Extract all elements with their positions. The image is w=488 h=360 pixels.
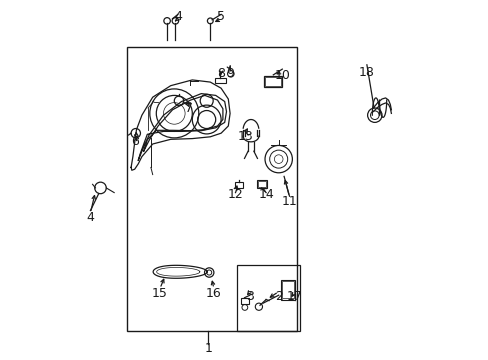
Text: 4: 4 bbox=[86, 211, 94, 224]
Bar bbox=[234, 182, 242, 188]
Text: 13: 13 bbox=[237, 130, 253, 143]
Text: 11: 11 bbox=[281, 195, 297, 208]
Text: 2: 2 bbox=[274, 291, 282, 303]
Bar bbox=[241, 298, 248, 304]
Text: 12: 12 bbox=[227, 188, 243, 201]
Text: 15: 15 bbox=[152, 287, 167, 300]
Text: 4: 4 bbox=[174, 10, 182, 23]
Text: 9: 9 bbox=[225, 67, 234, 80]
Bar bbox=[215, 78, 225, 83]
Text: 14: 14 bbox=[258, 188, 273, 201]
Text: 16: 16 bbox=[205, 287, 222, 300]
Bar bbox=[264, 76, 282, 87]
Text: 1: 1 bbox=[204, 342, 212, 355]
Bar bbox=[127, 47, 296, 331]
Bar bbox=[257, 181, 265, 187]
Text: 8: 8 bbox=[217, 67, 224, 80]
Text: 6: 6 bbox=[130, 135, 139, 148]
Bar bbox=[237, 265, 300, 331]
Text: 10: 10 bbox=[274, 69, 290, 82]
Text: 7: 7 bbox=[184, 102, 192, 114]
Text: 3: 3 bbox=[245, 291, 253, 303]
Text: 17: 17 bbox=[286, 291, 302, 303]
Text: 18: 18 bbox=[358, 66, 374, 78]
Bar bbox=[280, 280, 294, 300]
Bar bbox=[256, 180, 266, 188]
Bar bbox=[281, 281, 293, 298]
Text: 5: 5 bbox=[217, 10, 224, 23]
Bar bbox=[265, 77, 281, 86]
